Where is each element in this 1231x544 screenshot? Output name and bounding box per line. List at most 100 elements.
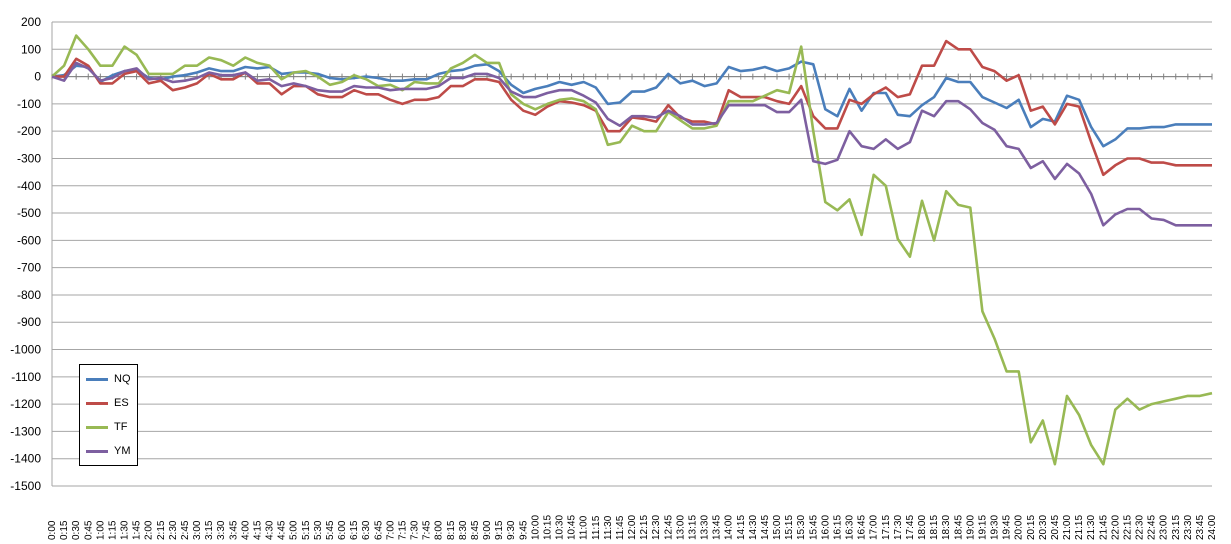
x-tick-label: 16:30 [845,515,856,540]
legend: NQ ES TF YM [79,364,138,466]
x-tick-label: 23:00 [1159,515,1170,540]
x-tick-label: 2:15 [156,520,167,540]
y-tick-label: 200 [21,15,41,29]
y-tick-label: -600 [17,233,41,247]
x-tick-label: 21:30 [1086,515,1097,540]
x-tick-label: 16:45 [857,515,868,540]
x-tick-label: 21:45 [1098,515,1109,540]
x-tick-label: 4:30 [265,520,276,540]
legend-swatch-nq [86,377,108,381]
x-tick-label: 19:45 [1002,515,1013,540]
y-tick-label: -100 [17,97,41,111]
legend-swatch-tf [86,425,108,429]
x-tick-label: 19:00 [965,515,976,540]
x-tick-label: 14:45 [760,515,771,540]
x-tick-label: 6:45 [373,520,384,540]
x-tick-label: 16:00 [820,515,831,540]
x-tick-label: 18:45 [953,515,964,540]
x-tick-label: 15:45 [808,515,819,540]
x-tick-label: 7:15 [397,520,408,540]
y-tick-label: -1200 [10,397,41,411]
x-tick-label: 7:00 [385,520,396,540]
x-tick-label: 11:30 [603,515,614,540]
x-tick-label: 12:15 [639,515,650,540]
x-tick-label: 23:30 [1183,515,1194,540]
x-tick-label: 21:15 [1074,515,1085,540]
x-tick-label: 18:30 [941,515,952,540]
legend-item-ym: YM [86,443,131,459]
y-tick-label: 0 [34,70,41,84]
x-axis-ticks: 0:00 0:15 0:30 0:45 1:00 1:15 1:30 1:45 2:00 2:15… [47,515,1218,540]
x-tick-label: 0:30 [71,520,82,540]
x-tick-label: 11:15 [591,515,602,540]
legend-label-tf: TF [114,421,128,433]
legend-item-nq: NQ [86,371,131,387]
x-tick-label: 11:00 [579,515,590,540]
x-tick-label: 1:15 [107,520,118,540]
x-tick-label: 8:45 [470,520,481,540]
legend-label-ym: YM [114,445,131,457]
x-tick-label: 0:45 [83,520,94,540]
y-tick-label: 100 [21,42,41,56]
x-tick-label: 24:00 [1207,515,1218,540]
x-tick-label: 5:15 [301,520,312,540]
x-tick-label: 5:00 [289,520,300,540]
legend-swatch-ym [86,449,108,453]
x-tick-label: 19:15 [977,515,988,540]
x-tick-label: 20:30 [1038,515,1049,540]
series-line-ym [51,61,1212,227]
x-tick-label: 22:45 [1147,515,1158,540]
x-tick-label: 7:30 [410,520,421,540]
x-tick-label: 20:00 [1014,515,1025,540]
x-tick-label: 4:00 [240,520,251,540]
x-tick-label: 11:45 [615,515,626,540]
x-tick-label: 13:00 [675,515,686,540]
x-tick-label: 9:30 [506,520,517,540]
x-tick-label: 12:00 [627,515,638,540]
x-tick-label: 17:00 [869,515,880,540]
x-tick-label: 13:15 [687,515,698,540]
x-tick-label: 4:45 [277,520,288,540]
x-tick-label: 9:45 [518,520,529,540]
x-tick-label: 23:15 [1171,515,1182,540]
legend-swatch-es [86,401,108,405]
y-tick-label: -1400 [10,452,41,466]
x-tick-label: 17:30 [893,515,904,540]
x-tick-label: 17:45 [905,515,916,540]
x-tick-label: 8:15 [446,520,457,540]
legend-item-tf: TF [86,419,127,435]
series-line-nq [51,60,1212,148]
x-tick-label: 10:15 [542,515,553,540]
x-tick-label: 14:30 [748,515,759,540]
y-tick-label: -900 [17,315,41,329]
x-tick-label: 20:15 [1026,515,1037,540]
x-tick-label: 13:45 [712,515,723,540]
x-tick-label: 23:45 [1195,515,1206,540]
x-tick-label: 10:00 [530,515,541,540]
x-tick-label: 2:00 [144,520,155,540]
y-tick-label: -200 [17,124,41,138]
x-tick-label: 3:30 [216,520,227,540]
x-tick-label: 22:15 [1122,515,1133,540]
x-tick-label: 6:30 [361,520,372,540]
x-tick-label: 13:30 [700,515,711,540]
series-line-tf [51,34,1213,466]
y-tick-label: -1000 [10,343,41,357]
y-tick-label: -1500 [10,479,41,493]
x-tick-label: 5:30 [313,520,324,540]
x-tick-label: 5:45 [325,520,336,540]
y-tick-label: -1300 [10,424,41,438]
x-tick-label: 3:15 [204,520,215,540]
x-tick-label: 9:00 [482,520,493,540]
legend-item-es: ES [86,395,129,411]
x-tick-label: 22:30 [1135,515,1146,540]
x-tick-label: 3:45 [228,520,239,540]
x-tick-label: 10:30 [555,515,566,540]
x-tick-label: 6:15 [349,520,360,540]
y-tick-label: -300 [17,151,41,165]
x-tick-label: 14:15 [736,515,747,540]
x-tick-label: 2:45 [180,520,191,540]
x-tick-label: 2:30 [168,520,179,540]
x-tick-label: 19:30 [990,515,1001,540]
